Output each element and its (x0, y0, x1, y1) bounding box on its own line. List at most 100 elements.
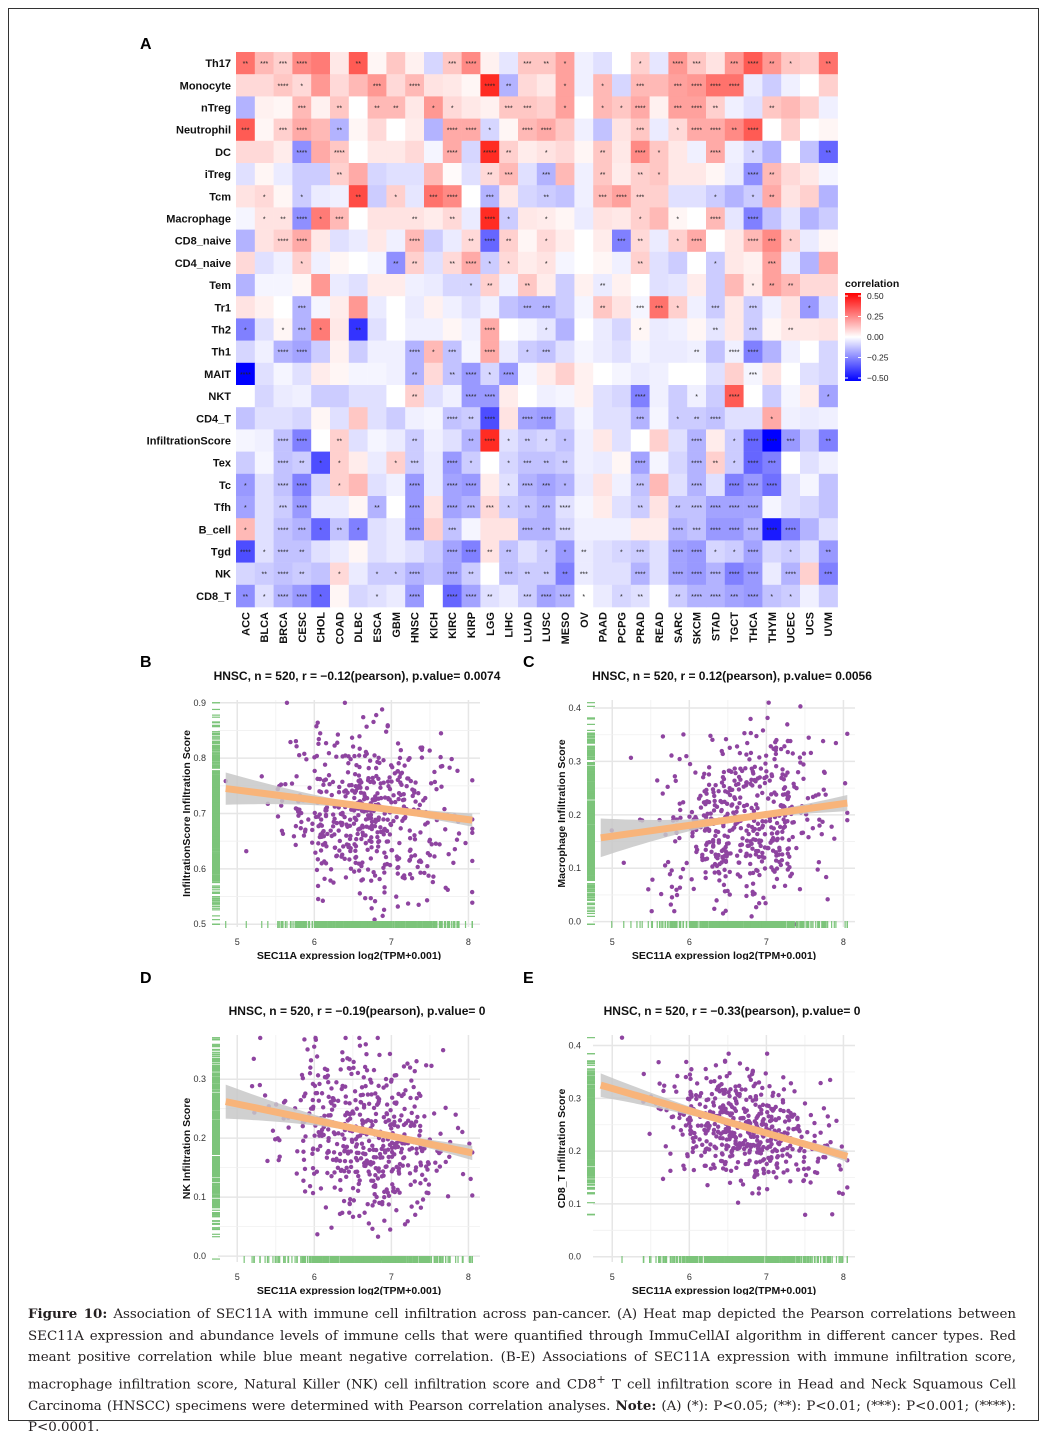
heatmap-cell (725, 207, 744, 230)
heatmap-cell (405, 274, 424, 297)
data-point (318, 812, 322, 816)
data-point (369, 813, 373, 817)
data-point (331, 1096, 335, 1100)
heatmap-cell (650, 74, 669, 97)
data-point (688, 762, 692, 766)
heatmap-cell (725, 318, 744, 341)
heatmap-cell (781, 141, 800, 164)
heatmap-cell (781, 496, 800, 519)
data-point (674, 779, 678, 783)
heatmap-cell (668, 163, 687, 186)
data-point (744, 828, 748, 832)
heatmap-cell (612, 363, 631, 386)
data-point (396, 741, 400, 745)
data-point (769, 772, 773, 776)
heatmap-cell (330, 341, 349, 364)
data-point (353, 772, 357, 776)
heatmap-cell (424, 252, 443, 274)
data-point (832, 836, 836, 840)
significance-label: * (770, 594, 773, 601)
significance-label: * (300, 194, 303, 201)
significance-label: ** (562, 572, 568, 579)
data-point (713, 834, 717, 838)
significance-label: ** (355, 61, 361, 68)
data-point (294, 744, 298, 748)
significance-label: ** (337, 439, 343, 446)
data-point (408, 1171, 412, 1175)
data-point (378, 786, 382, 790)
heatmap-cell (255, 141, 274, 164)
data-point (420, 1149, 424, 1153)
data-point (406, 1163, 410, 1167)
data-point (338, 839, 342, 843)
data-point (376, 756, 380, 760)
data-point (352, 821, 356, 825)
heatmap-cell (687, 185, 706, 208)
heatmap-cell (386, 163, 405, 186)
data-point (415, 865, 419, 869)
data-point (273, 1137, 277, 1141)
data-point (468, 1177, 472, 1181)
y-axis-label: InfiltrationScore Infiltration Score (181, 730, 193, 897)
heatmap-column-label: ESCA (372, 612, 384, 643)
significance-label: **** (296, 350, 307, 357)
data-point (382, 870, 386, 874)
data-point (384, 1077, 388, 1081)
heatmap-cell (236, 163, 255, 186)
heatmap-cell (349, 119, 368, 142)
heatmap-column-label: LUAD (522, 612, 534, 643)
heatmap-column-label: UCEC (786, 612, 798, 643)
heatmap-cell (650, 474, 669, 497)
heatmap-row-label: Tfh (214, 502, 231, 514)
significance-label: ** (543, 572, 549, 579)
significance-label: * (714, 194, 717, 201)
data-point (294, 774, 298, 778)
panel-letter-d: D (140, 970, 152, 988)
significance-label: * (545, 550, 548, 557)
heatmap-row-label: NK (215, 569, 231, 581)
data-point (721, 911, 725, 915)
heatmap-cell (819, 518, 838, 541)
data-point (817, 860, 821, 864)
heatmap-cell (311, 230, 330, 253)
significance-label: *** (674, 83, 682, 90)
heatmap-cell (819, 185, 838, 208)
data-point (346, 754, 350, 758)
heatmap-cell (819, 496, 838, 519)
heatmap-column-label: PRAD (635, 612, 647, 643)
data-point (413, 799, 417, 803)
y-tick-label: 0.0 (193, 1251, 206, 1261)
heatmap-column-label: THYM (767, 612, 779, 643)
data-point (672, 909, 676, 913)
data-point (754, 852, 758, 856)
heatmap-cell (650, 563, 669, 586)
heatmap-cell (819, 163, 838, 186)
heatmap-cell (330, 74, 349, 97)
data-point (345, 1145, 349, 1149)
heatmap-cell (612, 52, 631, 75)
significance-label: ** (487, 594, 493, 601)
data-point (399, 1113, 403, 1117)
data-point (348, 1197, 352, 1201)
heatmap-cell (499, 385, 518, 408)
data-point (738, 843, 742, 847)
data-point (296, 813, 300, 817)
data-point (351, 1215, 355, 1219)
data-point (722, 800, 726, 804)
data-point (426, 874, 430, 878)
significance-label: ** (468, 439, 474, 446)
data-point (311, 1082, 315, 1086)
heatmap-cell (349, 141, 368, 164)
data-point (329, 1225, 333, 1229)
significance-label: *** (693, 527, 701, 534)
significance-label: ** (487, 172, 493, 179)
heatmap-cell (612, 207, 631, 230)
heatmap-cell (368, 185, 387, 208)
data-point (395, 866, 399, 870)
significance-label: **** (691, 461, 702, 468)
significance-label: ** (449, 372, 455, 379)
data-point (348, 837, 352, 841)
y-tick-label: 0.5 (193, 919, 206, 929)
significance-label: ** (449, 217, 455, 224)
heatmap-cell (330, 363, 349, 386)
